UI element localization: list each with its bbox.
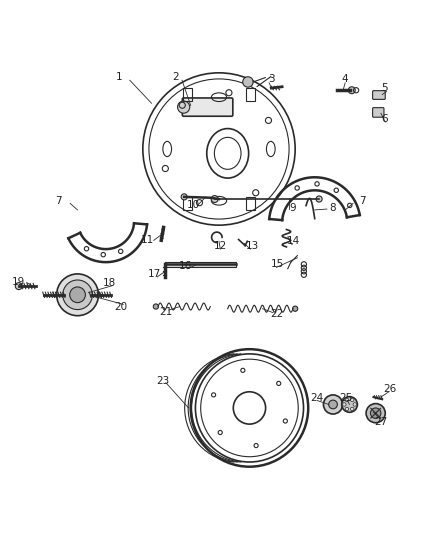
Text: 7: 7 xyxy=(55,196,61,206)
Circle shape xyxy=(366,403,385,423)
Text: 7: 7 xyxy=(359,196,366,206)
Circle shape xyxy=(343,403,346,406)
Circle shape xyxy=(181,194,187,200)
Text: 17: 17 xyxy=(148,269,161,279)
Text: 12: 12 xyxy=(214,241,227,251)
Text: 11: 11 xyxy=(141,235,154,245)
Circle shape xyxy=(371,408,381,418)
Text: 25: 25 xyxy=(339,393,353,403)
Text: 20: 20 xyxy=(114,302,127,312)
Circle shape xyxy=(63,280,92,310)
Text: 16: 16 xyxy=(179,261,192,271)
Circle shape xyxy=(328,400,337,409)
Text: 15: 15 xyxy=(271,260,284,269)
Text: 21: 21 xyxy=(159,307,173,317)
Text: 13: 13 xyxy=(245,241,259,251)
Text: 4: 4 xyxy=(342,75,349,84)
Text: 5: 5 xyxy=(381,83,388,93)
Text: 8: 8 xyxy=(329,203,336,213)
Text: 3: 3 xyxy=(268,75,275,84)
Text: 10: 10 xyxy=(186,200,199,209)
Circle shape xyxy=(350,407,354,411)
Text: 22: 22 xyxy=(270,309,283,319)
Bar xyxy=(184,197,192,209)
Text: 2: 2 xyxy=(172,72,179,82)
Bar xyxy=(184,88,192,101)
Bar xyxy=(246,197,254,209)
FancyBboxPatch shape xyxy=(373,108,384,117)
Bar xyxy=(246,88,254,101)
Text: 14: 14 xyxy=(287,236,300,246)
Circle shape xyxy=(293,306,298,311)
Circle shape xyxy=(353,403,357,406)
Text: 18: 18 xyxy=(102,278,116,288)
Circle shape xyxy=(153,304,159,309)
Circle shape xyxy=(323,395,343,414)
Circle shape xyxy=(342,397,357,413)
Text: 26: 26 xyxy=(383,384,397,394)
Bar xyxy=(165,262,237,266)
Circle shape xyxy=(345,398,349,402)
Circle shape xyxy=(348,87,355,94)
Circle shape xyxy=(211,196,218,203)
Circle shape xyxy=(350,398,354,402)
Circle shape xyxy=(177,101,190,113)
Text: 23: 23 xyxy=(157,376,170,385)
Text: 1: 1 xyxy=(116,72,122,82)
Circle shape xyxy=(316,196,322,202)
Text: 27: 27 xyxy=(374,417,388,427)
FancyBboxPatch shape xyxy=(373,91,385,99)
Text: 6: 6 xyxy=(381,114,388,124)
Text: 19: 19 xyxy=(12,277,25,287)
Text: 24: 24 xyxy=(311,393,324,403)
Circle shape xyxy=(70,287,85,303)
Circle shape xyxy=(345,407,349,411)
Circle shape xyxy=(15,282,22,289)
Text: 9: 9 xyxy=(290,203,296,213)
Circle shape xyxy=(57,274,99,316)
FancyBboxPatch shape xyxy=(182,98,233,116)
Circle shape xyxy=(243,77,253,87)
